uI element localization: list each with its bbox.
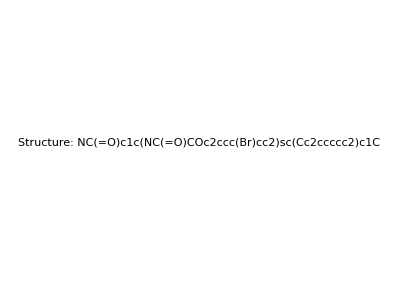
Text: Structure: NC(=O)c1c(NC(=O)COc2ccc(Br)cc2)sc(Cc2ccccc2)c1C: Structure: NC(=O)c1c(NC(=O)COc2ccc(Br)cc…: [18, 137, 380, 147]
